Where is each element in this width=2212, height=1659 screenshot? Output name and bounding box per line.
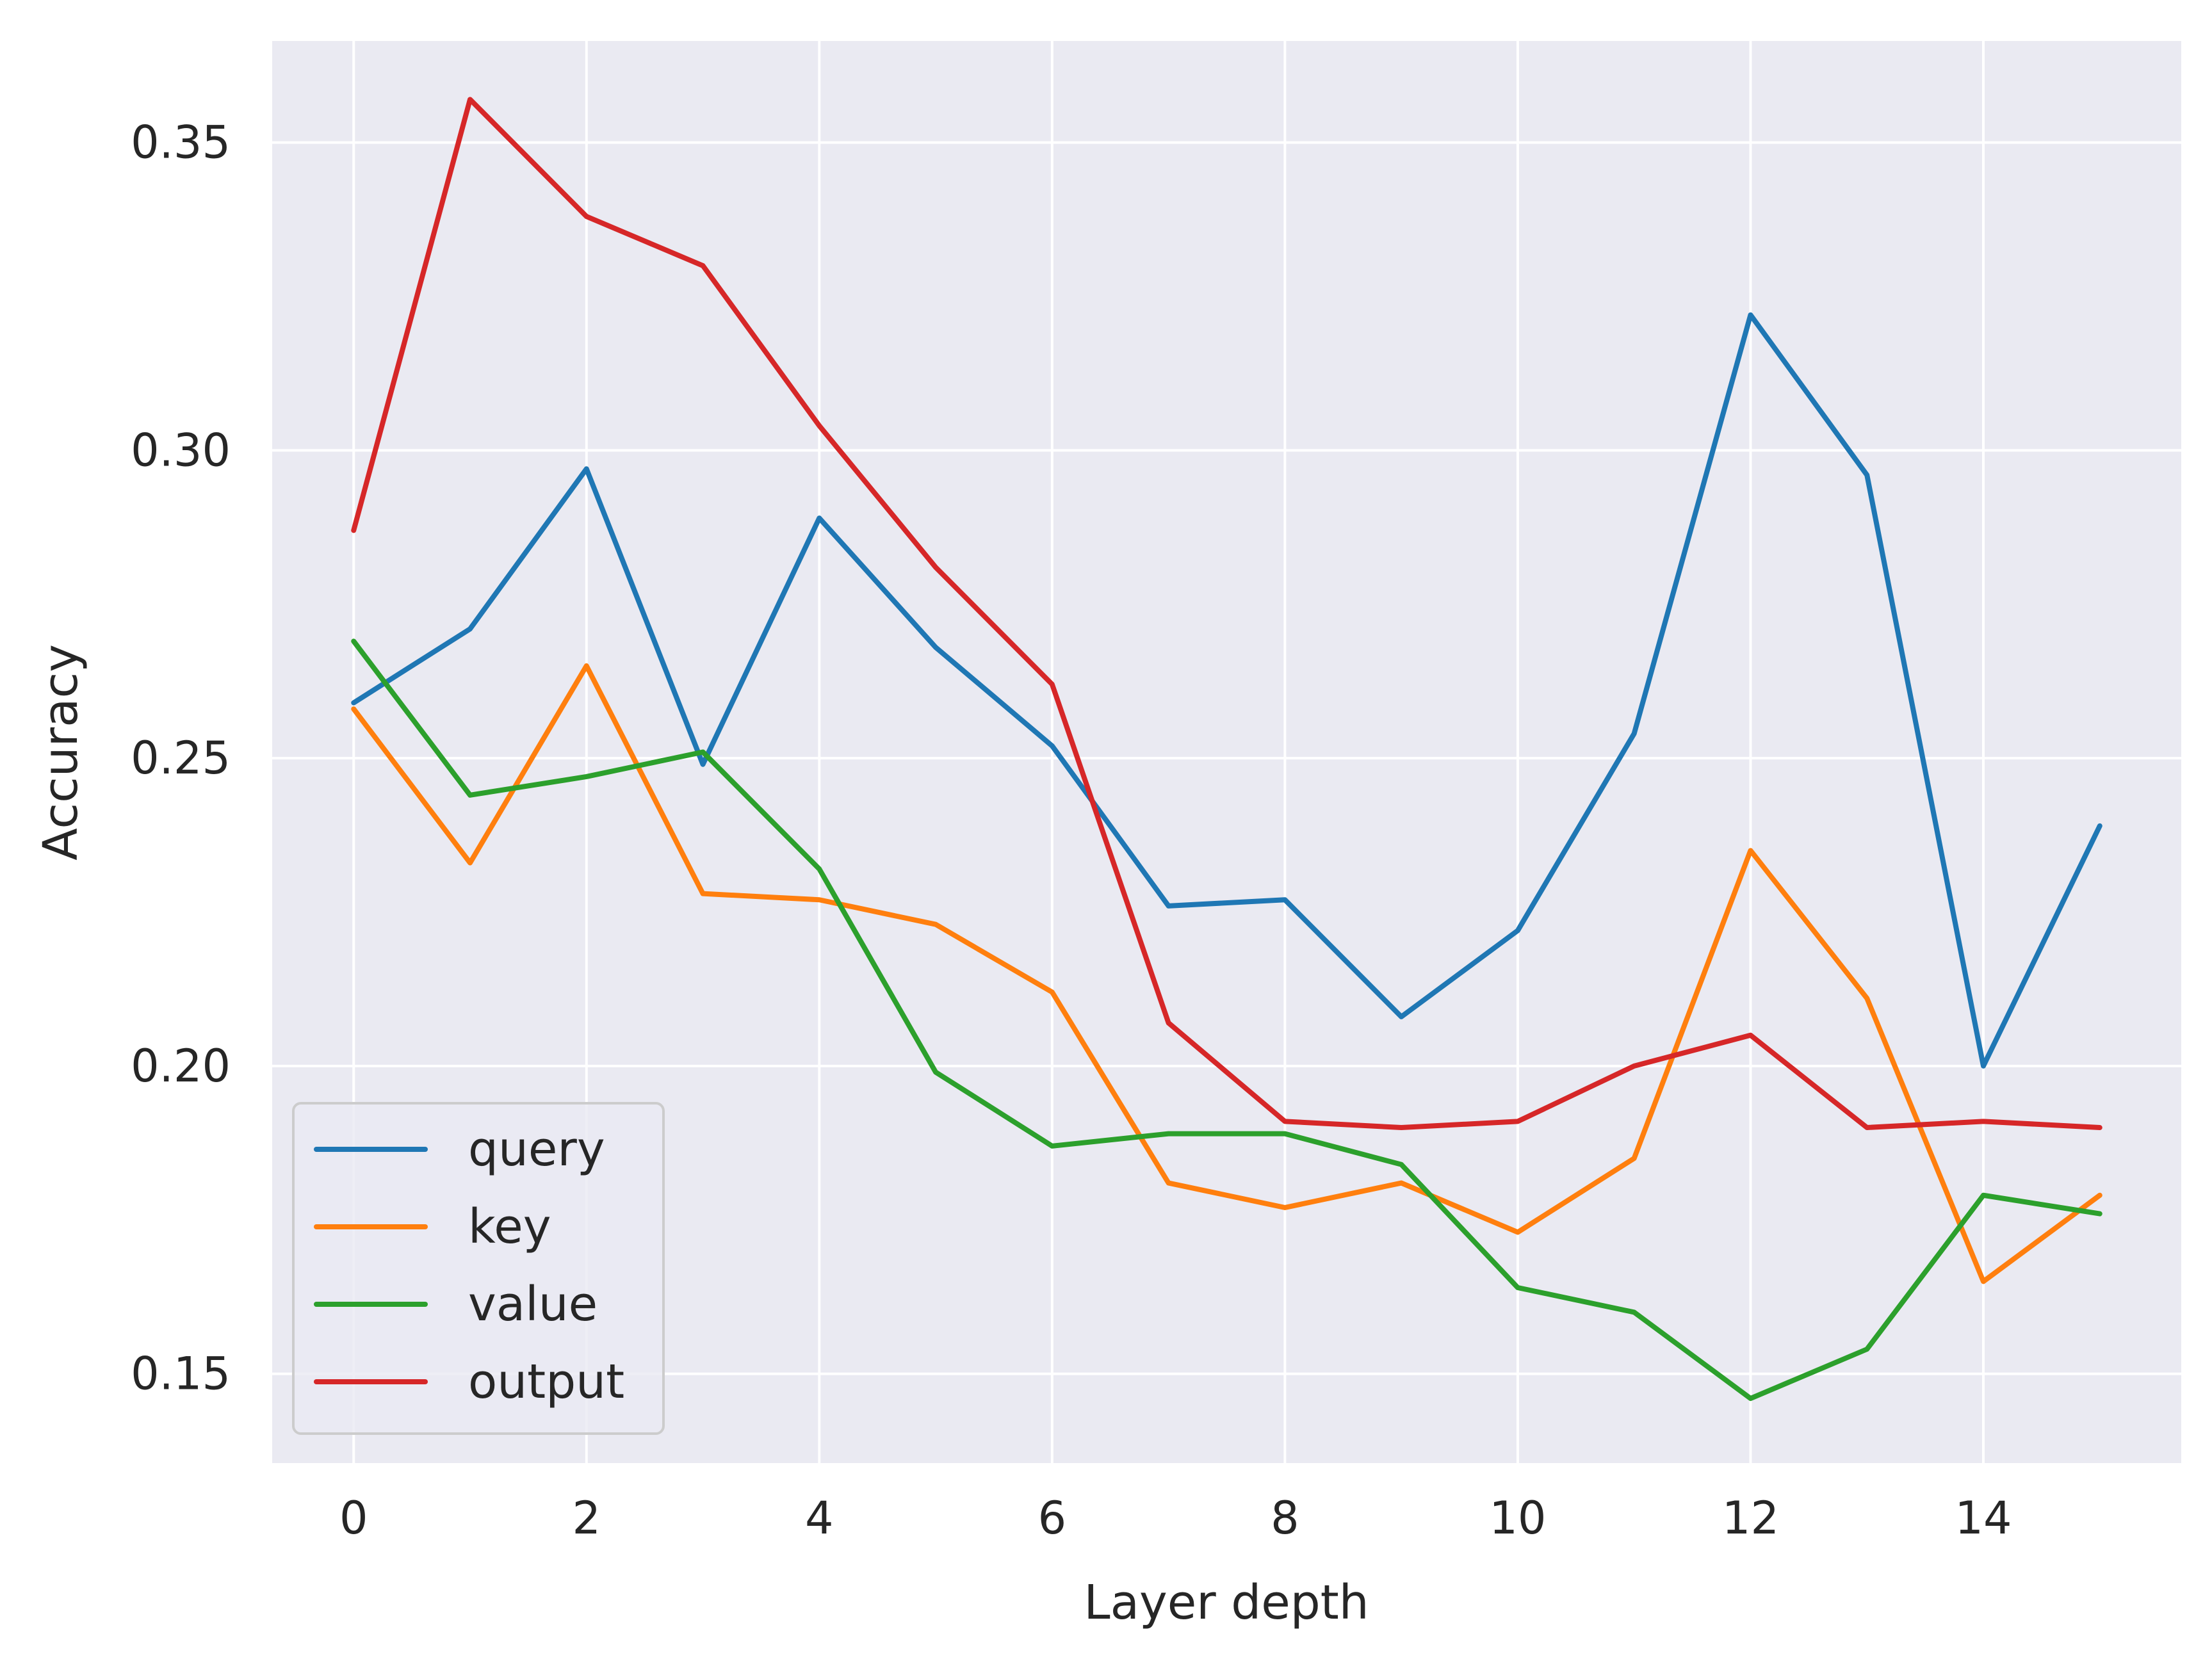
legend-label-output: output [468,1354,624,1409]
x-tick-label: 14 [1955,1492,2012,1544]
x-tick-label: 4 [805,1492,834,1544]
x-tick-label: 0 [339,1492,368,1544]
series-lines [351,97,2102,1402]
x-tick-label: 12 [1722,1492,1779,1544]
x-tick-label: 6 [1038,1492,1067,1544]
x-tick-label: 2 [573,1492,601,1544]
legend-frame [292,1102,665,1435]
legend-label-key: key [468,1199,551,1254]
y-axis-ticks: 0.15 0.20 0.25 0.30 0.35 [131,117,231,1400]
series-line-value [351,638,2102,1402]
y-tick-label: 0.35 [131,117,231,169]
legend-label-value: value [468,1277,598,1332]
legend: query key value output [292,1102,665,1435]
x-tick-label: 10 [1489,1492,1546,1544]
series-line-key [351,663,2102,1284]
x-axis-ticks: 0 2 4 6 8 10 12 14 [339,1492,2012,1544]
vertical-gridlines [352,41,1985,1463]
y-axis-label: Accuracy [33,644,88,861]
y-tick-label: 0.25 [131,732,231,784]
x-axis-label: Layer depth [1084,1575,1369,1630]
legend-label-query: query [468,1122,605,1177]
series-line-query [351,312,2102,1069]
series-line-output [351,97,2102,1130]
x-tick-label: 8 [1271,1492,1299,1544]
y-tick-label: 0.30 [131,424,231,476]
y-tick-label: 0.20 [131,1040,231,1092]
y-tick-label: 0.15 [131,1348,231,1400]
